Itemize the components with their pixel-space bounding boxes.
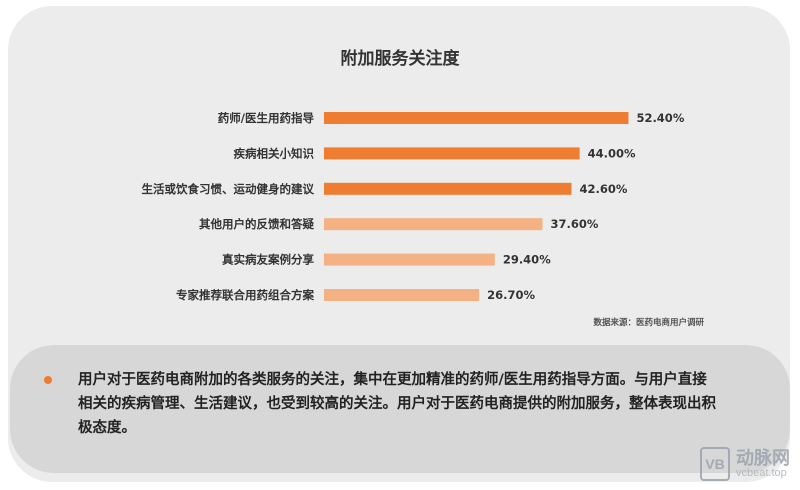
watermark-url: vcbeat.top [736,466,787,479]
chart-title: 附加服务关注度 [340,49,460,69]
value-label: 44.00% [588,146,636,160]
category-label: 疾病相关小知识 [234,146,315,160]
value-label: 29.40% [503,253,551,267]
watermark: VB 动脉网 vcbeat.top [700,444,790,484]
summary-panel [10,345,790,473]
bar [324,112,629,124]
value-label: 52.40% [636,111,684,125]
value-label: 37.60% [550,217,598,231]
bar [324,147,580,160]
category-label: 专家推荐联合用药组合方案 [176,288,314,302]
bar [324,253,495,266]
value-label: 42.60% [580,182,628,196]
summary-text: 用户对于医药电商附加的各类服务的关注，集中在更加精准的药师/医生用药指导方面。与… [78,372,716,436]
category-label: 生活或饮食习惯、运动健身的建议 [142,182,315,196]
watermark-logo: VB [700,447,730,481]
watermark-name: 动脉网 [736,447,790,469]
bullet-icon [44,376,52,384]
value-label: 26.70% [487,288,535,302]
category-label: 真实病友案例分享 [222,253,314,267]
bar [324,218,543,231]
bar-chart: 药师/医生用药指导 52.40% 疾病相关小知识 44.00% 生活或饮食习惯、运动健身… [142,111,685,302]
category-label: 其他用户的反馈和答疑 [199,217,314,231]
bar [324,289,480,301]
source-note: 数据来源：医药电商用户调研 [593,318,704,328]
bar [324,182,572,195]
category-label: 药师/医生用药指导 [218,111,315,125]
